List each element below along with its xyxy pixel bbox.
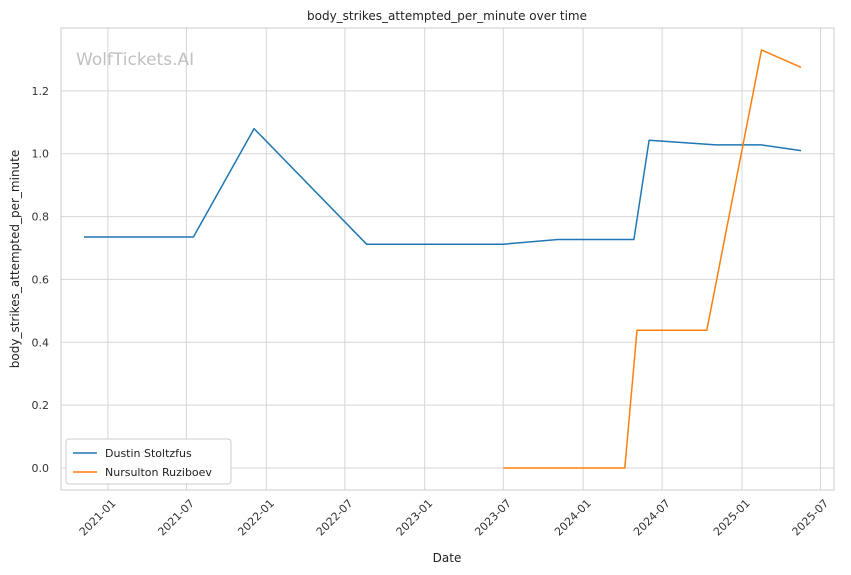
x-tick-labels: 2021-01 2021-07 2022-01 2022-07 2023-01 2023-… xyxy=(77,497,831,539)
x-tick-label: 2021-01 xyxy=(77,497,119,539)
chart-title: body_strikes_attempted_per_minute over t… xyxy=(307,9,587,23)
x-tick-label: 2022-01 xyxy=(235,497,277,539)
y-axis-label: body_strikes_attempted_per_minute xyxy=(8,150,22,368)
y-tick-label: 0.2 xyxy=(32,399,50,412)
y-tick-label: 0.4 xyxy=(32,336,50,349)
x-tick-label: 2025-01 xyxy=(711,497,753,539)
grid xyxy=(61,28,834,490)
x-axis-label: Date xyxy=(433,551,462,565)
legend-box xyxy=(65,438,232,485)
x-tick-label: 2024-07 xyxy=(631,497,673,539)
watermark: WolfTickets.AI xyxy=(76,50,194,70)
x-tick-label: 2021-07 xyxy=(155,497,197,539)
legend-label-2: Nursulton Ruziboev xyxy=(105,466,212,479)
x-tick-label: 2023-07 xyxy=(472,497,514,539)
y-tick-label: 1.0 xyxy=(32,148,50,161)
y-tick-label: 1.2 xyxy=(32,85,50,98)
y-tick-label: 0.8 xyxy=(32,211,50,224)
x-tick-label: 2024-01 xyxy=(552,497,594,539)
plot-frame xyxy=(60,27,835,491)
y-tick-label: 0.6 xyxy=(32,273,50,286)
series-line-2 xyxy=(503,49,802,469)
x-tick-label: 2023-01 xyxy=(394,497,436,539)
series-group xyxy=(84,49,802,469)
x-tick-label: 2022-07 xyxy=(314,497,356,539)
series-line-1 xyxy=(84,127,802,245)
y-tick-labels: 0.0 0.2 0.4 0.6 0.8 1.0 1.2 xyxy=(32,85,50,475)
y-tick-label: 0.0 xyxy=(32,462,50,475)
x-tick-label: 2025-07 xyxy=(790,497,832,539)
legend-label-1: Dustin Stoltzfus xyxy=(105,447,192,460)
legend: Dustin Stoltzfus Nursulton Ruziboev xyxy=(65,438,232,485)
